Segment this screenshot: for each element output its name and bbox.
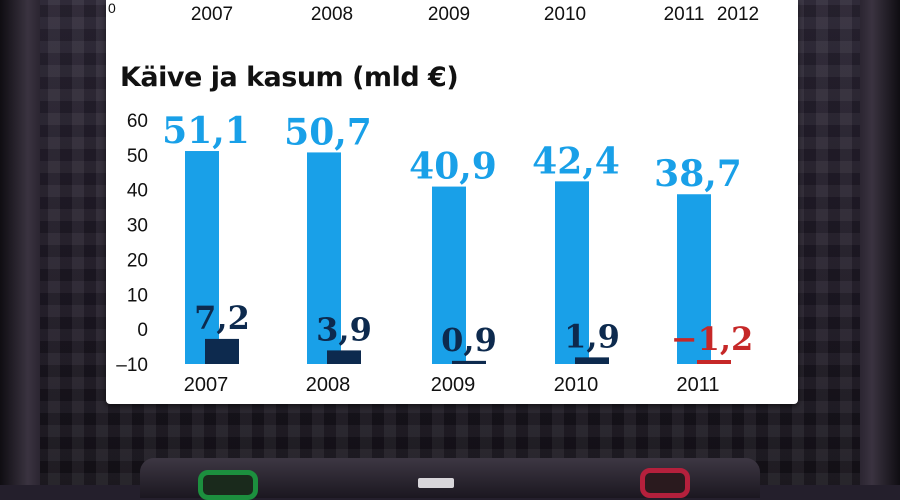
revenue-profit-chart: 6050403020100–1051,17,2200750,73,9200840… [116,110,753,396]
phone-right-edge [860,0,900,485]
chart-title: Käive ja kasum (mld €) [120,62,459,93]
y-tick-label: 60 [127,111,148,132]
phone-left-edge [0,0,40,485]
previous-axis-year: 2009 [427,4,471,25]
y-tick-label: –10 [116,355,148,376]
revenue-bar [307,152,341,364]
y-tick-label: 50 [127,146,148,167]
y-tick-label: 20 [127,250,148,271]
revenue-value-label: 42,4 [532,140,620,182]
previous-axis-year: 2012 [716,4,760,25]
profit-bar [452,360,486,364]
x-tick-label: 2009 [431,374,476,396]
previous-chart-axis: 0 2007 2008 2009 2010 2011 2012 [106,0,798,34]
revenue-value-label: 50,7 [284,111,372,153]
previous-axis-year: 2007 [190,4,234,25]
revenue-bar [432,186,466,364]
x-tick-label: 2010 [554,374,599,396]
previous-axis-year: 2008 [310,4,354,25]
revenue-bar [677,194,711,364]
profit-value-label: 0,9 [441,321,497,359]
profit-bar [327,350,361,364]
profit-bar [575,357,609,364]
previous-axis-year: 2011 [663,4,705,25]
x-tick-label: 2011 [676,374,719,396]
revenue-value-label: 40,9 [409,146,497,188]
y-tick-label: 0 [137,320,148,341]
x-tick-label: 2007 [184,374,229,396]
revenue-bar [185,151,219,364]
profit-value-label: 7,2 [194,299,250,337]
profit-value-label: 1,9 [564,317,620,355]
profit-value-label: 3,9 [316,310,372,348]
revenue-value-label: 38,7 [654,153,742,195]
y-tick-label: 10 [127,285,148,306]
previous-axis-year: 2010 [543,4,587,25]
y-tick-label: 30 [127,216,148,237]
previous-chart-tick: 0 [108,0,116,16]
end-call-button[interactable] [640,468,690,498]
revenue-value-label: 51,1 [162,110,250,152]
y-tick-label: 40 [127,181,148,202]
x-tick-label: 2008 [306,374,351,396]
home-button[interactable] [418,478,454,488]
call-button[interactable] [198,470,258,500]
phone-screen: 0 2007 2008 2009 2010 2011 2012 Käive ja… [106,0,798,404]
profit-bar [205,338,239,364]
revenue-bar [555,181,589,364]
profit-bar [697,360,731,364]
profit-value-label: −1,2 [671,320,753,358]
